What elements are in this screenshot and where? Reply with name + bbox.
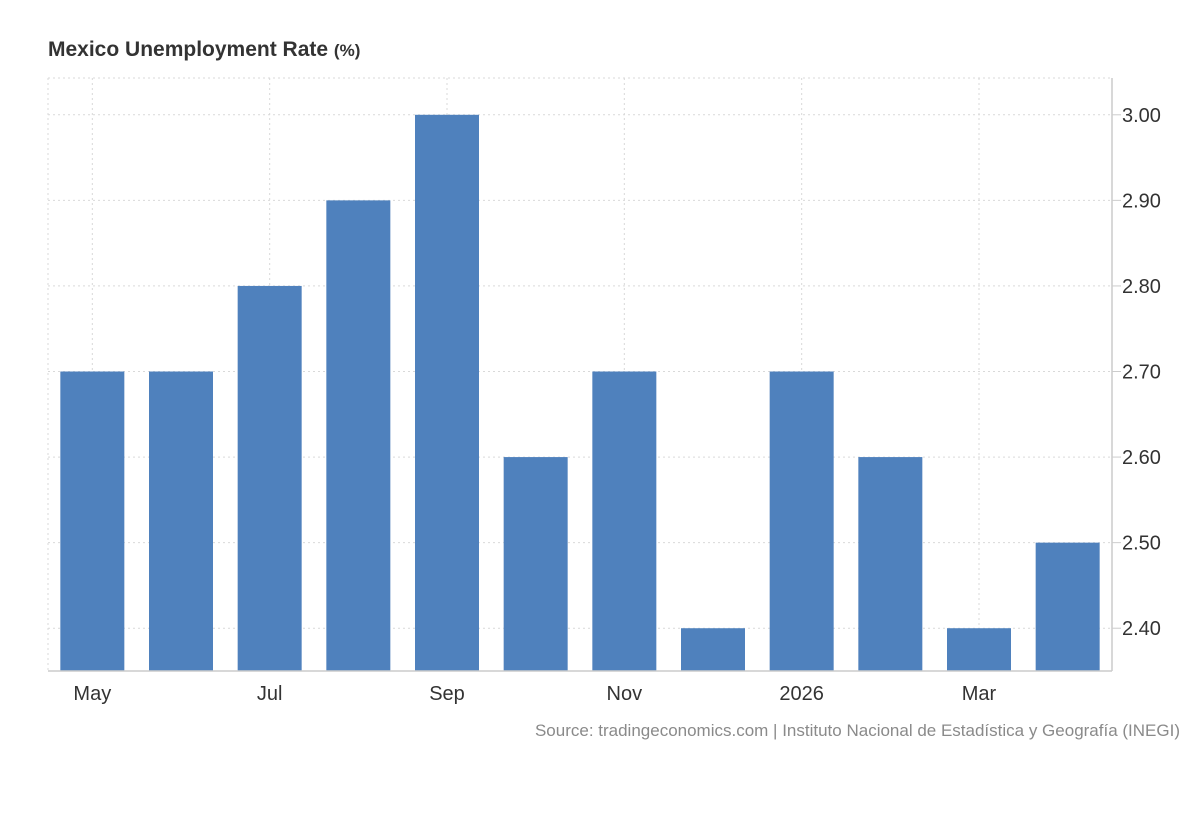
chart-title: Mexico Unemployment Rate (%) bbox=[48, 38, 360, 62]
bar[interactable] bbox=[592, 371, 657, 671]
bar[interactable] bbox=[1035, 542, 1100, 671]
bar[interactable] bbox=[503, 457, 568, 671]
source-note: Source: tradingeconomics.com | Instituto… bbox=[534, 721, 1180, 740]
chart-title-text: Mexico Unemployment Rate bbox=[48, 38, 329, 61]
bar[interactable] bbox=[415, 114, 479, 671]
x-tick-label: 2026 bbox=[779, 683, 824, 705]
axis-layer bbox=[48, 78, 1121, 672]
x-tick-label: Jul bbox=[257, 683, 283, 705]
y-tick-label: 2.90 bbox=[1122, 190, 1161, 212]
y-tick-label: 2.50 bbox=[1122, 533, 1161, 555]
bar[interactable] bbox=[769, 371, 834, 671]
x-tick-label: Nov bbox=[607, 683, 643, 705]
bar[interactable] bbox=[326, 200, 391, 671]
bar[interactable] bbox=[237, 285, 302, 671]
bar-layer bbox=[60, 114, 1100, 671]
x-tick-label: Mar bbox=[962, 683, 997, 705]
x-tick-label: Sep bbox=[429, 683, 465, 705]
y-tick-label: 3.00 bbox=[1122, 105, 1161, 127]
bar[interactable] bbox=[681, 628, 745, 671]
bar[interactable] bbox=[858, 457, 923, 671]
bar[interactable] bbox=[149, 371, 213, 671]
y-tick-label: 2.70 bbox=[1122, 362, 1161, 384]
y-tick-label: 2.40 bbox=[1122, 618, 1161, 640]
bar[interactable] bbox=[947, 628, 1011, 671]
y-tick-label: 2.80 bbox=[1122, 276, 1161, 298]
x-tick-label: May bbox=[73, 683, 111, 705]
bar[interactable] bbox=[60, 371, 125, 671]
y-tick-label: 2.60 bbox=[1122, 447, 1161, 469]
label-layer: 2.40 2.50 2.60 2.70 2.80 2.90 3.00 May Jul Sep Nov… bbox=[73, 105, 1161, 705]
chart-title-unit: (%) bbox=[333, 41, 361, 60]
